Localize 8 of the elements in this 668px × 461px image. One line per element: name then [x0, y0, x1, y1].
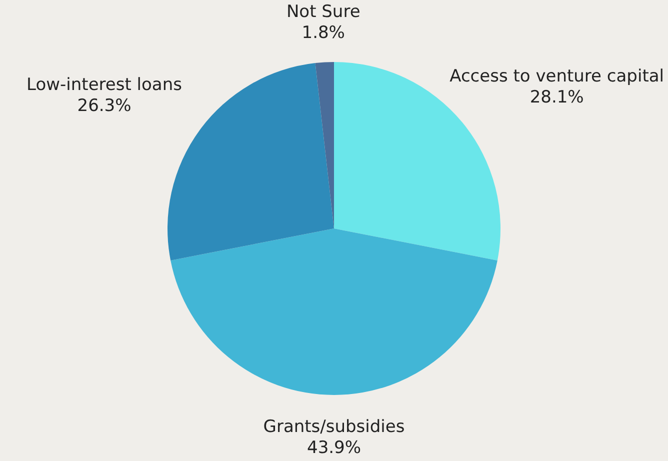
slice-label: Not Sure — [286, 2, 360, 22]
slice-label: Low-interest loans — [26, 75, 182, 96]
data-label: 43.9% — [306, 438, 362, 458]
data-label: 28.1% — [530, 88, 584, 108]
slice-label: Access to venture capital — [450, 66, 664, 87]
data-label: 1.8% — [302, 22, 345, 43]
slice-label: Grants/subsidies — [263, 416, 405, 437]
data-label: 26.3% — [77, 96, 132, 116]
